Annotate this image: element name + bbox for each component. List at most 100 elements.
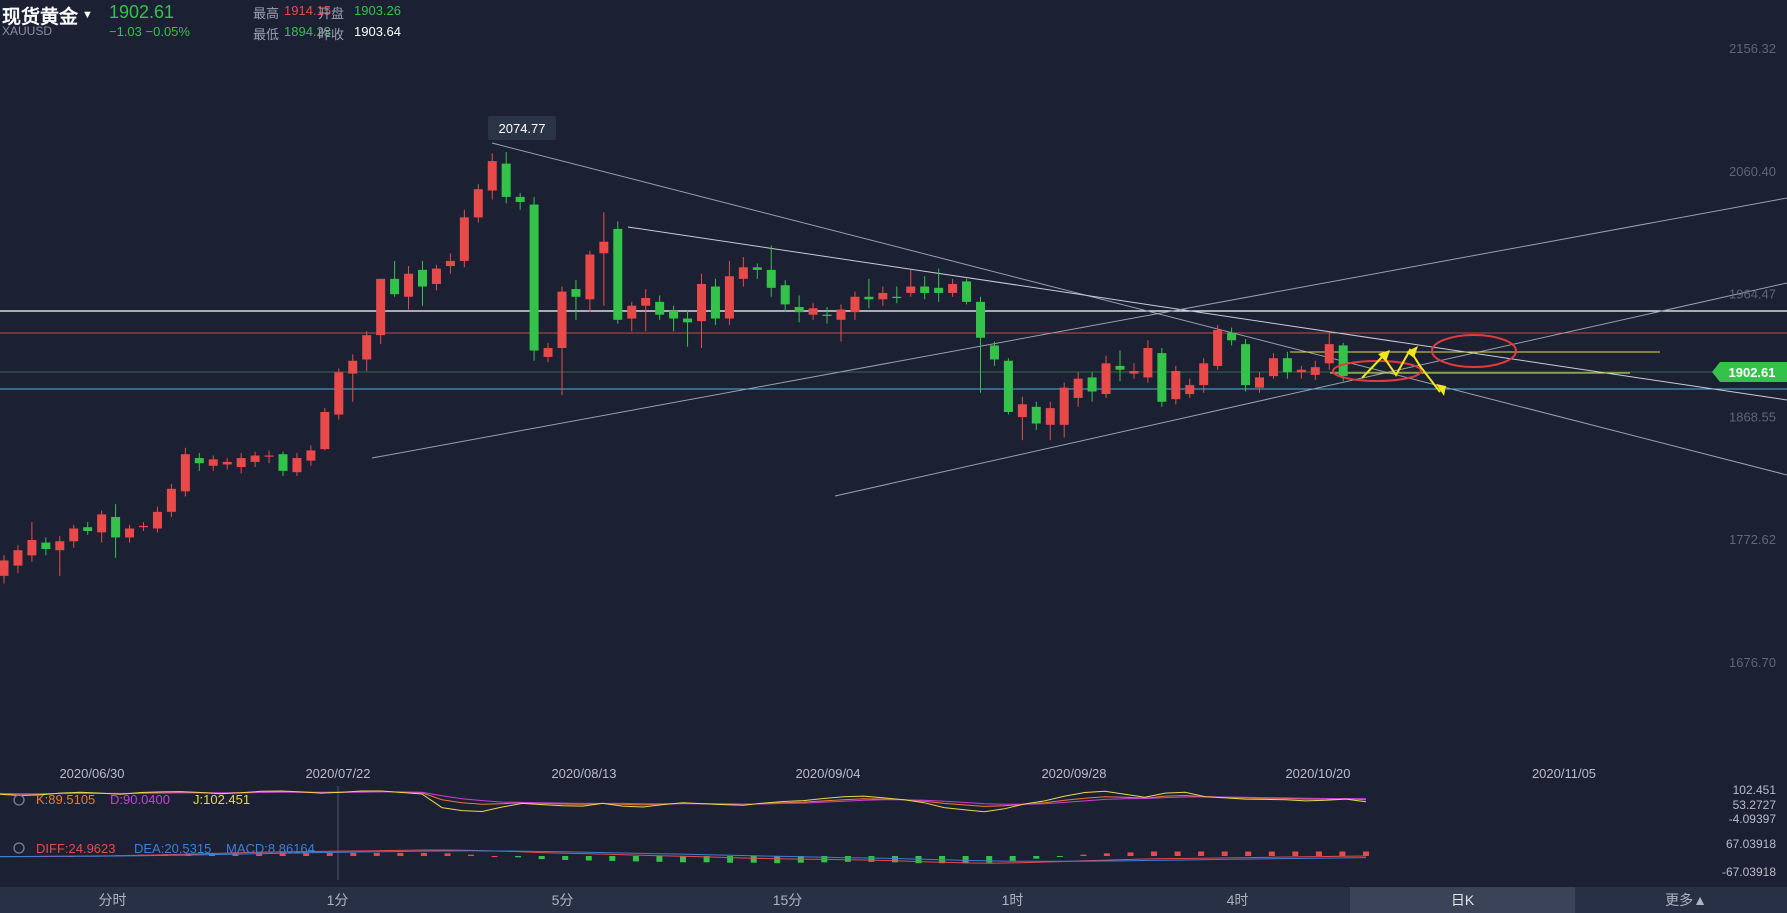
- highlight-ellipse-2: [1431, 334, 1517, 368]
- candle-body: [348, 360, 358, 374]
- date-tick-label: 2020/09/28: [1041, 766, 1106, 781]
- candle-body: [808, 308, 818, 315]
- macd-histogram-bar: [444, 853, 451, 856]
- macd-histogram-bar: [1339, 851, 1346, 856]
- candle-body: [208, 459, 218, 466]
- macd-histogram-bar: [1033, 856, 1040, 859]
- candle-body: [989, 345, 999, 360]
- macd-histogram-bar: [774, 856, 781, 864]
- chevron-down-icon[interactable]: ▼: [82, 9, 93, 21]
- tab-15min[interactable]: 15分: [772, 892, 803, 908]
- kdj-legend-k: K:89.5105: [36, 792, 95, 807]
- macd-histogram-bar: [303, 852, 310, 856]
- open-value: 1903.26: [354, 3, 401, 18]
- macd-histogram-bar: [397, 852, 404, 856]
- candle-body: [641, 298, 651, 306]
- macd-legend-dif: DIFF:24.9623: [36, 841, 116, 856]
- candle-body: [1157, 353, 1167, 402]
- candle-body: [1241, 344, 1251, 386]
- instrument-code: XAUUSD: [2, 24, 53, 38]
- candle-body: [557, 291, 567, 348]
- candle-body: [655, 301, 665, 315]
- macd-histogram-bar: [538, 856, 545, 860]
- tab-1min[interactable]: 1分: [326, 892, 349, 908]
- candle-body: [627, 305, 637, 319]
- candle-body: [822, 314, 832, 316]
- macd-histogram-bar: [420, 852, 427, 856]
- candle-body: [376, 278, 386, 336]
- candle-body: [697, 283, 706, 322]
- candle-body: [543, 347, 553, 357]
- candle-body: [1017, 404, 1027, 418]
- macd-histogram-bar: [1268, 851, 1275, 856]
- candle-body: [669, 310, 679, 319]
- kdj-tick-label: 53.2727: [1733, 798, 1777, 812]
- candle-body: [976, 301, 985, 338]
- candle-body: [1338, 345, 1348, 377]
- candle-body: [292, 458, 302, 473]
- candle-body: [836, 309, 846, 320]
- trendline-down-outer: [491, 142, 1787, 476]
- date-tick-label: 2020/07/22: [305, 766, 370, 781]
- macd-histogram-bar: [680, 856, 686, 863]
- candle-body: [1045, 408, 1055, 425]
- macd-histogram-bar: [750, 856, 757, 863]
- macd-histogram-bar: [844, 856, 851, 862]
- macd-histogram-bar: [656, 856, 663, 862]
- candle-body: [1171, 371, 1181, 400]
- candle-body: [306, 450, 316, 461]
- macd-histogram-bar: [1080, 854, 1087, 856]
- macd-histogram-bar: [373, 852, 380, 856]
- candle-body: [878, 292, 888, 300]
- trendline-up-inner: [834, 282, 1787, 497]
- macd-histogram-bar: [868, 856, 875, 862]
- candle-body: [13, 550, 23, 566]
- candle-body: [599, 241, 609, 254]
- macd-dea-line: [0, 850, 1367, 862]
- macd-histogram-bar: [279, 852, 286, 856]
- kdj-line-d: [0, 791, 1367, 805]
- candle-body: [139, 525, 148, 528]
- tab-4hour[interactable]: 4时: [1226, 892, 1249, 908]
- tab-5min[interactable]: 5分: [551, 892, 574, 908]
- candle-body: [264, 455, 274, 457]
- prev-close-value: 1903.64: [354, 24, 401, 39]
- candle-body: [892, 296, 902, 299]
- macd-histogram-bar: [1151, 851, 1157, 856]
- candle-body: [69, 528, 79, 542]
- tab-1hour[interactable]: 1时: [1001, 892, 1024, 908]
- candle-body: [1003, 360, 1013, 412]
- candle-body: [766, 269, 776, 288]
- candle-body: [41, 542, 51, 549]
- candle-body: [27, 539, 37, 556]
- candle-body: [236, 458, 246, 468]
- trendline-down-inner: [627, 226, 1787, 401]
- period-tabs: 分时 1分 5分 15分 1时 4时 日K 更多▲: [0, 887, 1787, 913]
- tab-intraday[interactable]: 分时: [98, 892, 127, 908]
- candle-body: [906, 286, 916, 293]
- kdj-panel: K:89.5105 D:90.0400 J:102.451 102.45153.272…: [0, 783, 1776, 826]
- candle-body: [1059, 387, 1069, 425]
- candle-body: [125, 528, 135, 538]
- candle-body: [1268, 358, 1278, 377]
- high-value: 1914.15: [284, 3, 331, 18]
- candle-body: [55, 541, 65, 551]
- candle-body: [1143, 347, 1153, 378]
- candle-body: [83, 527, 93, 532]
- candle-body: [683, 318, 693, 323]
- candle-body: [320, 411, 330, 450]
- more-button[interactable]: 更多▲: [1665, 892, 1707, 908]
- price-tick-label: 2156.32: [1729, 41, 1776, 56]
- macd-histogram-bar: [1198, 851, 1205, 856]
- arrow-head-icon: [1436, 384, 1446, 396]
- candle-body: [724, 276, 734, 319]
- gear-icon: [13, 842, 25, 854]
- candle-body: [850, 296, 860, 313]
- high-label: 最高: [253, 6, 280, 21]
- candle-body: [390, 278, 400, 295]
- candle-body: [1227, 332, 1237, 341]
- tab-daily[interactable]: 日K: [1350, 887, 1575, 913]
- instrument-title[interactable]: 现货黄金: [2, 7, 79, 28]
- macd-histogram-bar: [1221, 851, 1228, 856]
